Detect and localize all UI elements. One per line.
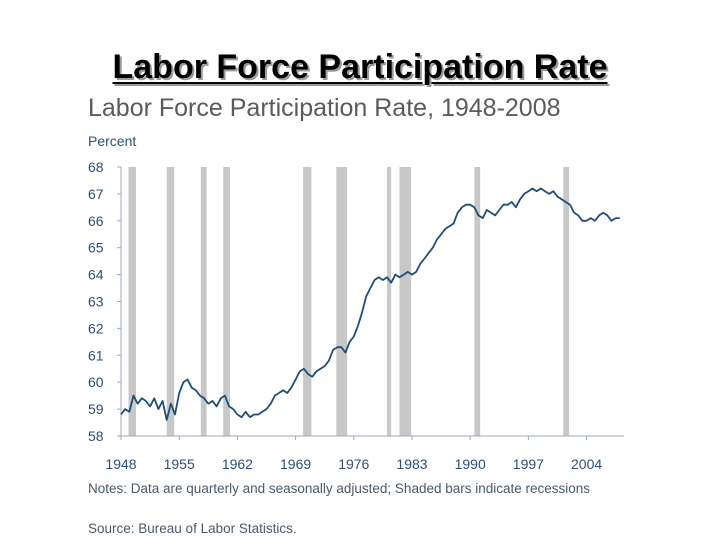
recession-bar-6: [387, 167, 392, 436]
y-axis-label: Percent: [88, 133, 136, 149]
recession-bar-3: [223, 167, 230, 436]
y-tick-label: 64: [88, 267, 104, 283]
chart-title: Labor Force Participation Rate, 1948-200…: [88, 94, 561, 122]
x-tick-label: 1948: [105, 456, 136, 472]
y-tick-label: 67: [88, 186, 104, 202]
recession-bar-9: [563, 167, 570, 436]
slide-title: Labor Force Participation Rate: [112, 48, 608, 86]
y-tick-label: 62: [88, 320, 104, 336]
x-tick-label: 1990: [455, 456, 486, 472]
y-tick-label: 68: [88, 159, 104, 175]
x-tick-label: 1955: [164, 456, 195, 472]
recession-bars: [128, 167, 570, 436]
recession-bar-8: [474, 167, 481, 436]
x-tick-label: 1976: [338, 456, 369, 472]
y-tick-label: 58: [88, 428, 104, 444]
x-tick-label: 1962: [222, 456, 253, 472]
chart-source: Source: Bureau of Labor Statistics.: [88, 521, 297, 536]
chart-notes: Notes: Data are quarterly and seasonally…: [88, 481, 591, 496]
x-tick-label: 1969: [280, 456, 311, 472]
recession-bar-1: [166, 167, 175, 436]
y-tick-label: 66: [88, 213, 104, 229]
y-tick-label: 65: [88, 240, 104, 256]
y-tick-label: 63: [88, 294, 104, 310]
series-lines: [120, 187, 620, 421]
recession-bar-0: [128, 167, 136, 436]
series-line-0: [120, 187, 620, 421]
x-tick-label: 1997: [513, 456, 544, 472]
axes: 58 59 60 61 62 63 64 65 66 67 68 1948 1955 1962 1969 19…: [88, 159, 624, 472]
x-tick-label: 2004: [571, 456, 602, 472]
recession-bar-2: [200, 167, 207, 436]
recession-bar-4: [303, 167, 312, 436]
y-tick-label: 59: [88, 401, 104, 417]
x-tick-label: 1983: [396, 456, 427, 472]
recession-bar-7: [399, 167, 412, 436]
y-tick-label: 60: [88, 374, 104, 390]
y-tick-label: 61: [88, 347, 104, 363]
recession-bar-5: [336, 167, 348, 436]
